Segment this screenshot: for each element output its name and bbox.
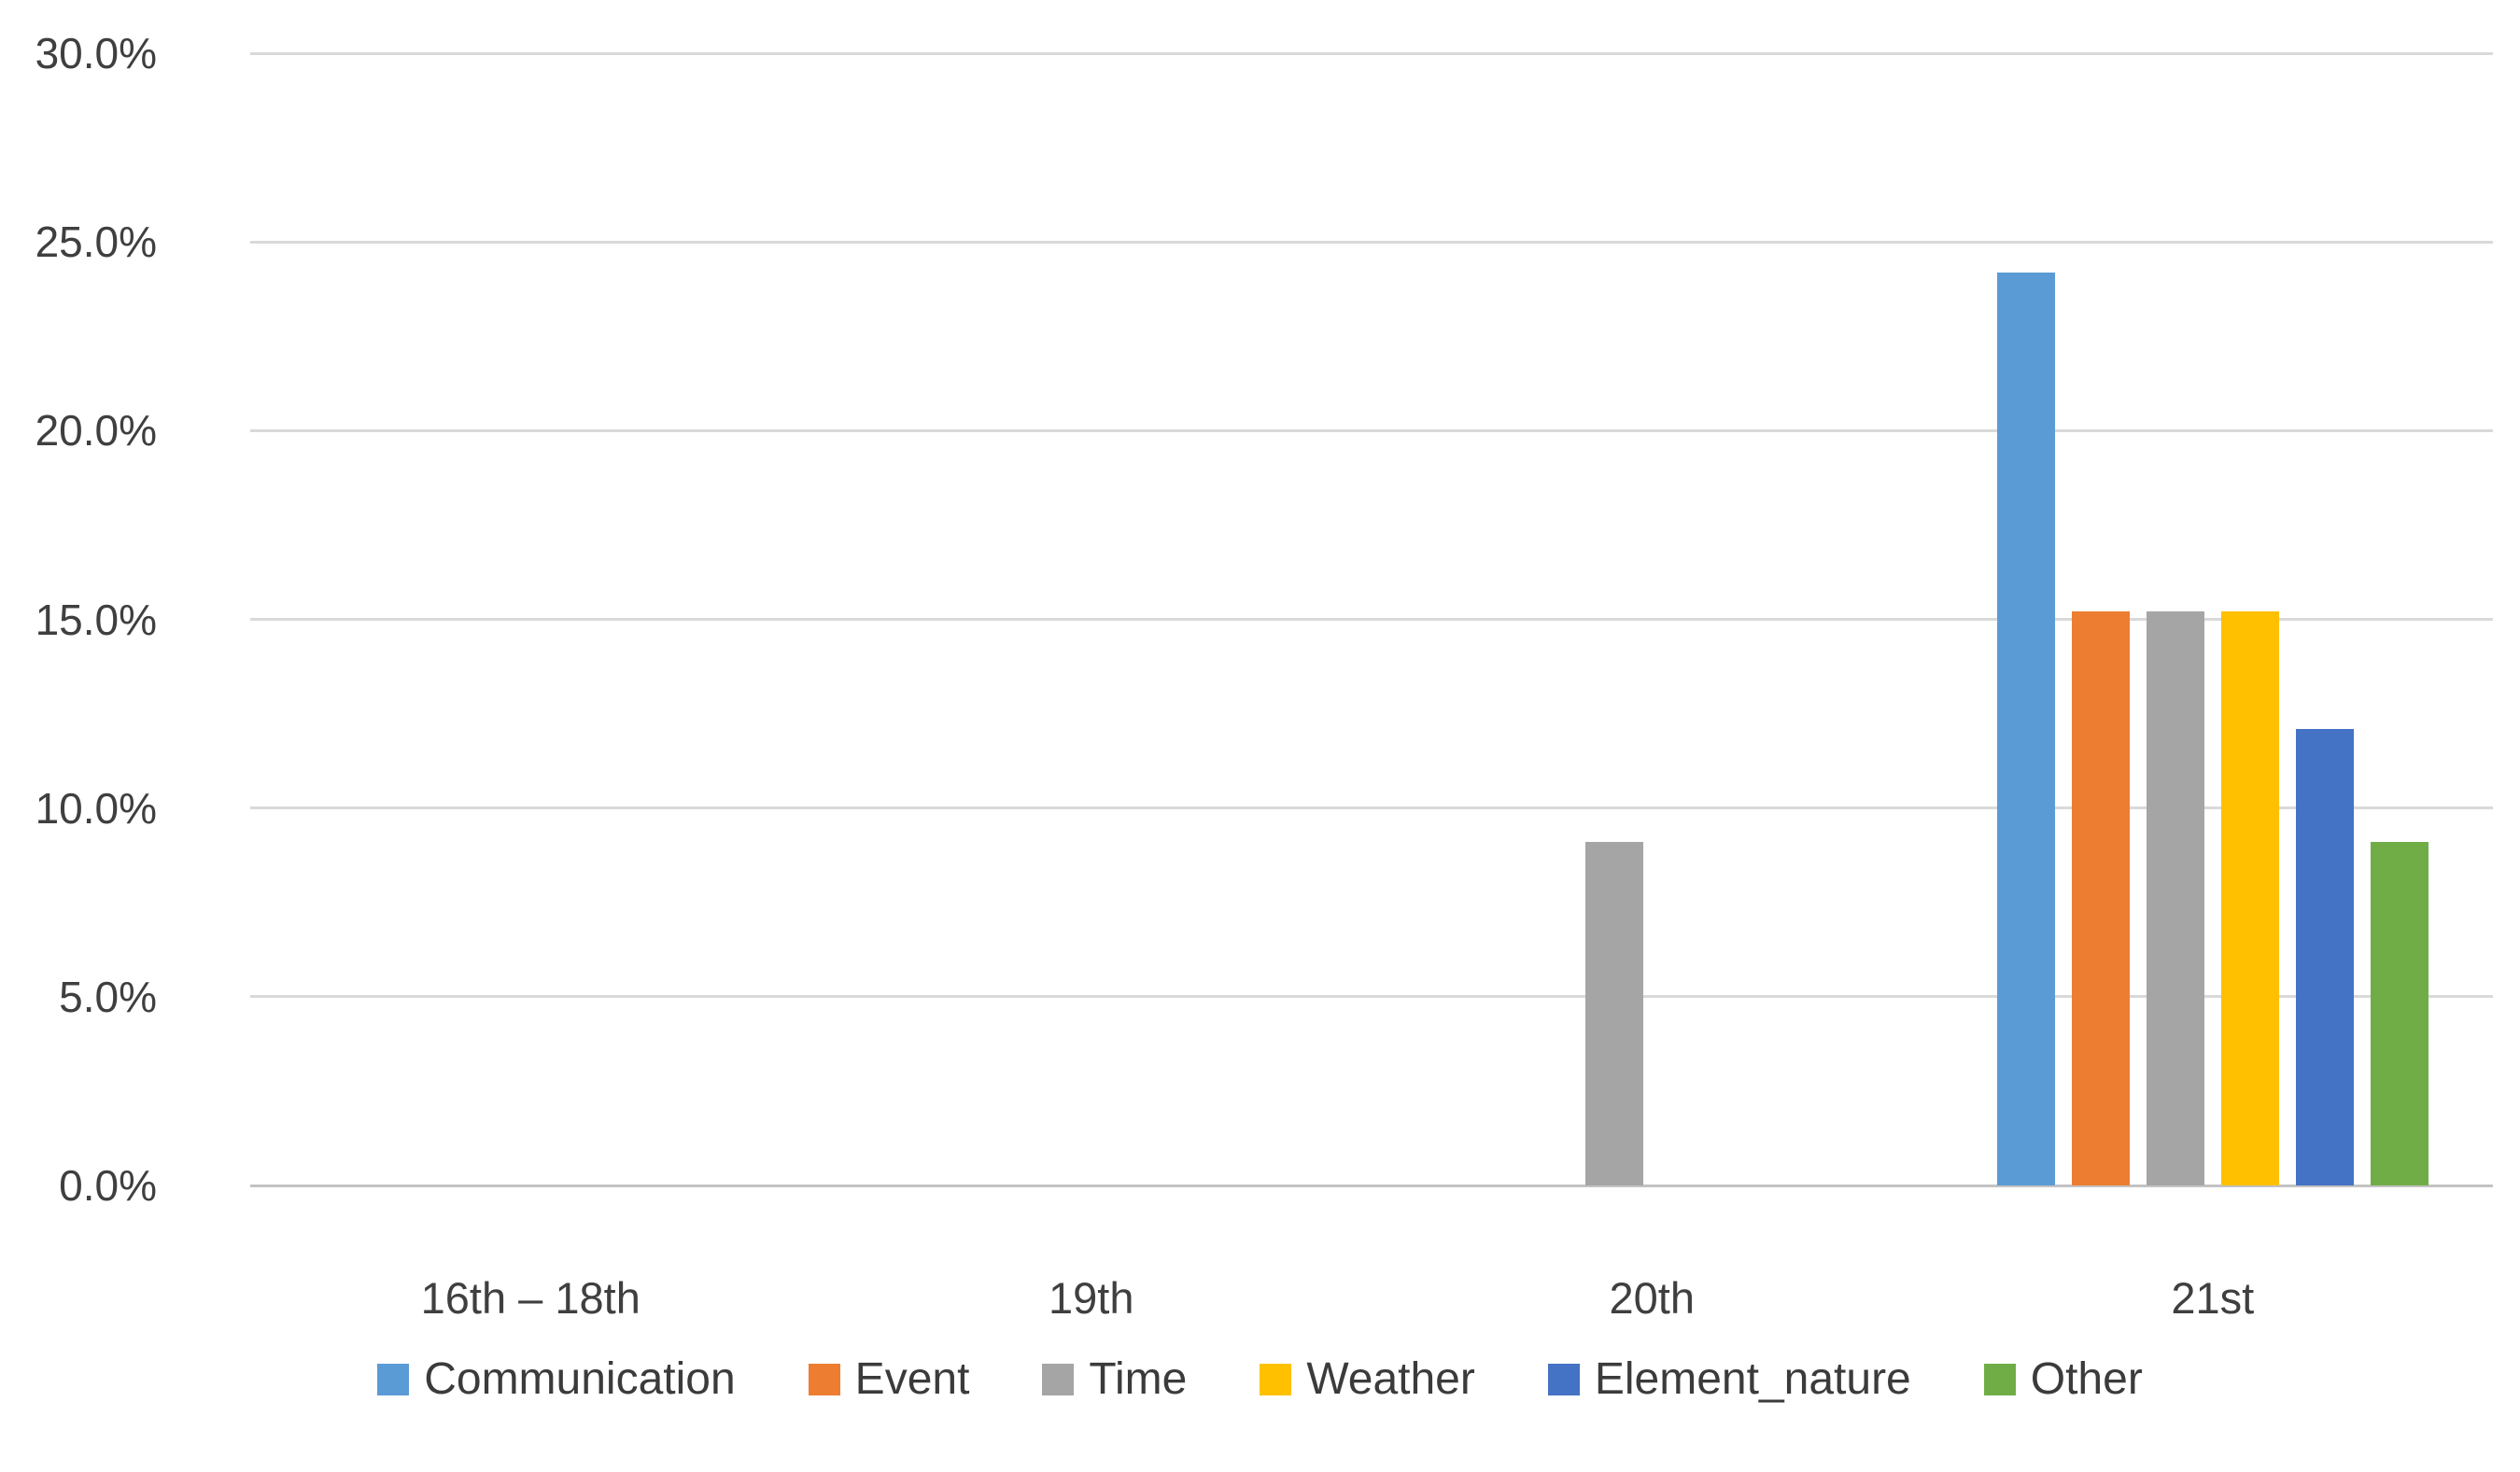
gridline-15 [250, 618, 2493, 621]
legend-swatch-weather [1260, 1364, 1292, 1395]
gridline-20 [250, 428, 2493, 432]
legend-label-event: Event [854, 1354, 970, 1404]
y-axis-tick-label: 15.0% [35, 595, 157, 644]
legend-label-time: Time [1089, 1354, 1188, 1404]
bar-event-21st [2071, 611, 2130, 1185]
y-axis-tick-label: 0.0% [59, 1161, 157, 1210]
legend-swatch-other [1983, 1364, 2016, 1395]
y-axis-tick-label: 20.0% [35, 406, 157, 456]
legend-item-event: Event [808, 1354, 970, 1404]
bar-element-nature-21st [2295, 728, 2354, 1185]
gridline-5 [250, 995, 2493, 999]
bar-time-21st [2146, 611, 2204, 1185]
y-axis-tick-label: 10.0% [35, 783, 157, 833]
legend-swatch-communication [377, 1364, 410, 1395]
bar-communication-21st [1996, 272, 2055, 1185]
bar-time-20th [1585, 842, 1644, 1185]
legend-swatch-event [808, 1364, 840, 1395]
legend-item-element-nature: Element_nature [1547, 1354, 1911, 1404]
x-axis-label-16th-18th: 16th – 18th [420, 1273, 641, 1323]
legend-swatch-time [1042, 1364, 1075, 1395]
plot-area: 30.0% 25.0% 20.0% 15.0% 10.0% 5.0% 0.0% 16th – … [35, 32, 2493, 1320]
gridline-25 [250, 240, 2493, 244]
x-axis-label-20th: 20th [1609, 1273, 1695, 1323]
x-axis-baseline [250, 1184, 2493, 1187]
y-axis-tick-label: 5.0% [59, 972, 157, 1021]
x-axis-label-19th: 19th [1049, 1273, 1134, 1323]
y-axis-tick-label: 30.0% [35, 29, 157, 77]
legend-item-weather: Weather [1260, 1355, 1475, 1404]
legend-item-communication: Communication [377, 1354, 736, 1404]
legend-label-weather: Weather [1306, 1354, 1475, 1404]
gridline-30 [250, 51, 2493, 55]
legend-item-time: Time [1042, 1355, 1187, 1404]
legend-label-other: Other [2030, 1354, 2143, 1404]
bar-other-21st [2370, 842, 2428, 1185]
legend-label-element-nature: Element_nature [1594, 1354, 1911, 1404]
legend: Communication Event Time Weather Element_nat… [0, 1355, 2520, 1404]
bar-weather-21st [2220, 611, 2279, 1185]
x-axis-label-21st: 21st [2171, 1273, 2255, 1323]
legend-item-other: Other [1983, 1354, 2143, 1404]
legend-label-communication: Communication [424, 1354, 736, 1404]
y-axis-tick-label: 25.0% [35, 217, 157, 267]
legend-swatch-element-nature [1547, 1364, 1580, 1395]
gridline-10 [250, 806, 2493, 810]
